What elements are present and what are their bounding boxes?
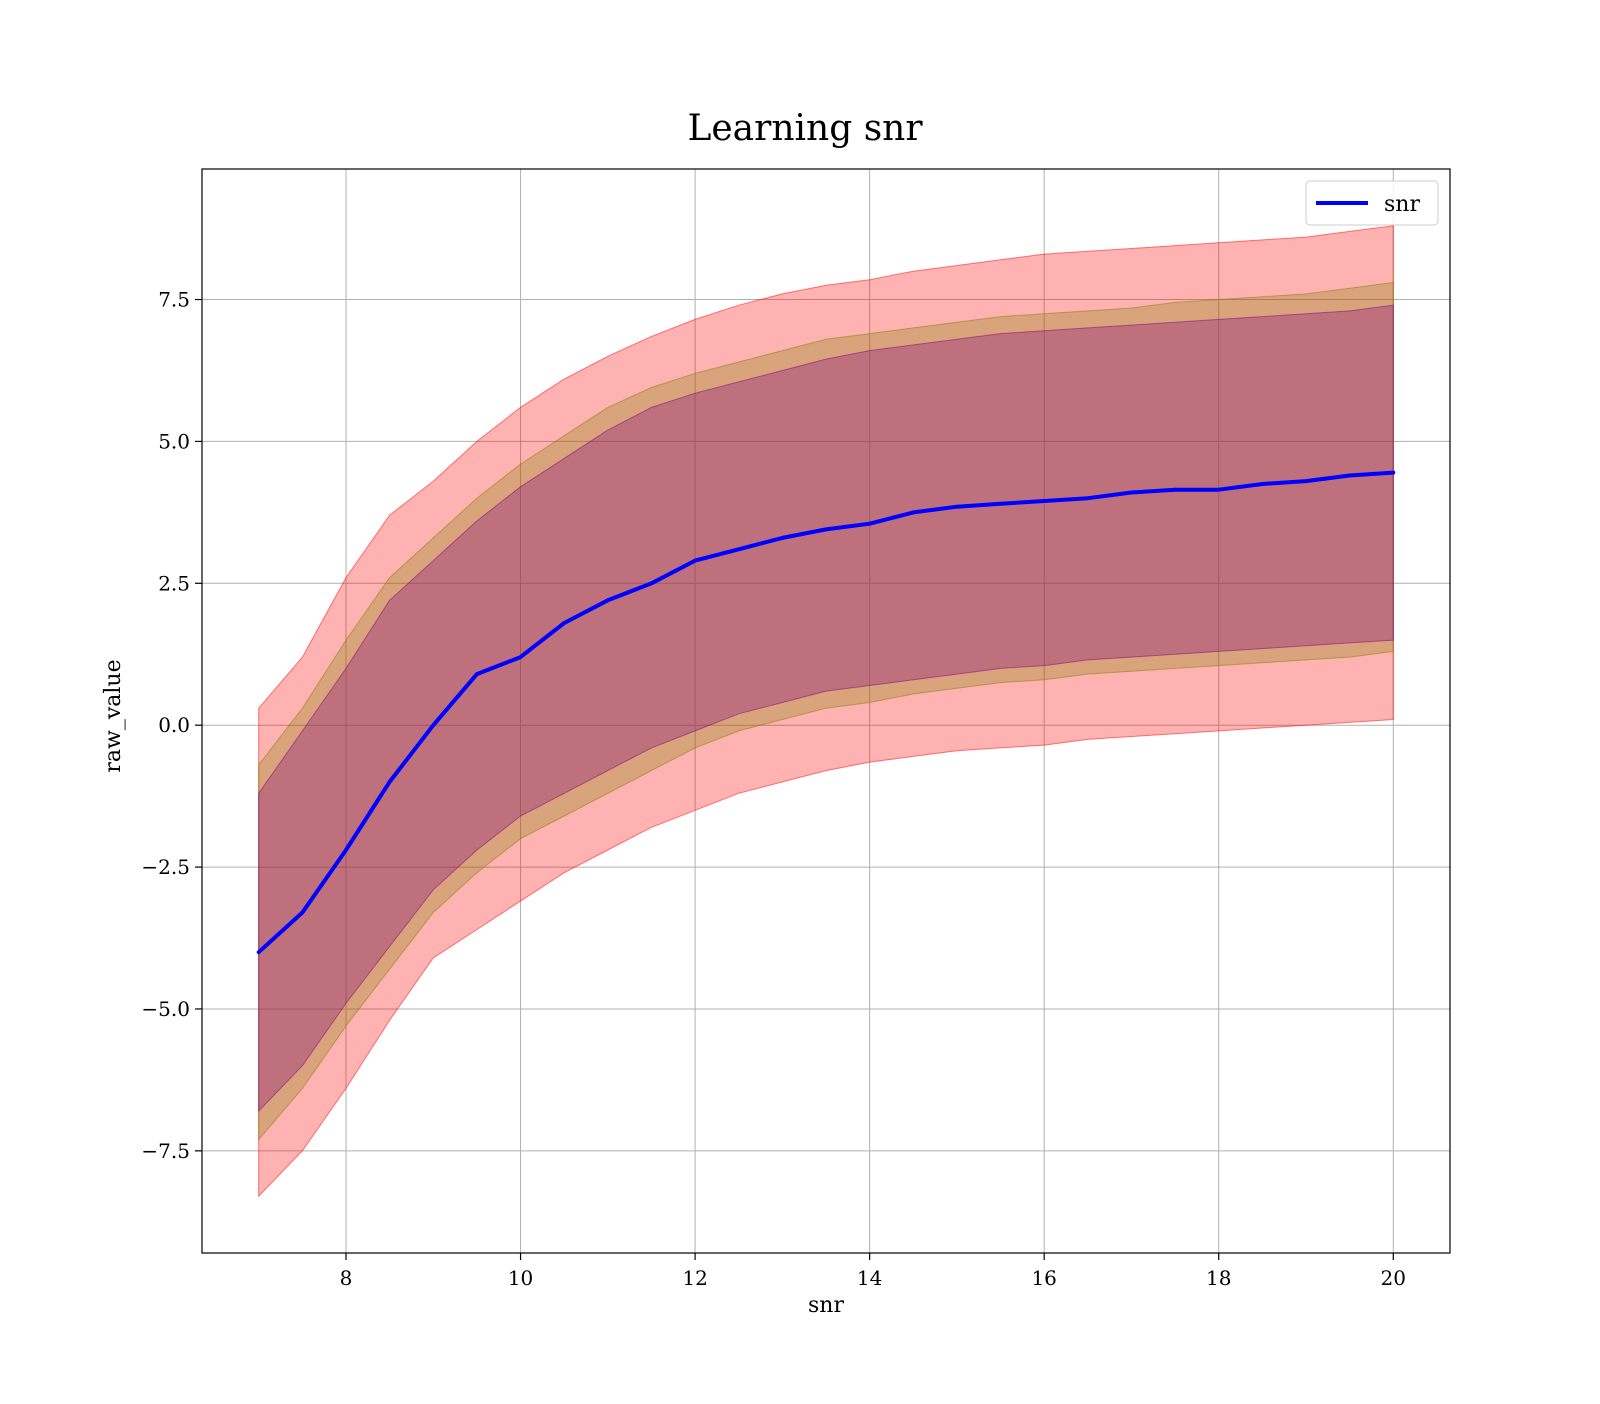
data-point: [1130, 491, 1133, 494]
x-tick-label: 14: [857, 1266, 882, 1290]
data-point: [868, 522, 871, 525]
data-point: [912, 511, 915, 514]
x-tick-label: 12: [682, 1266, 707, 1290]
data-point: [607, 599, 609, 602]
data-point: [650, 582, 653, 585]
y-tick-label: 0.0: [158, 713, 190, 737]
y-axis-label: raw_value: [101, 659, 126, 772]
x-tick-label: 20: [1381, 1266, 1406, 1290]
data-point: [432, 724, 435, 726]
data-point: [345, 849, 347, 851]
data-point: [388, 781, 391, 783]
data-point: [694, 559, 696, 562]
band-area: [258, 304, 1394, 1113]
data-point: [563, 622, 565, 624]
data-point: [1087, 497, 1089, 499]
data-point: [1217, 488, 1220, 491]
data-point: [1174, 488, 1176, 491]
x-axis-label: snr: [808, 1293, 844, 1318]
y-tick-label: −5.0: [141, 997, 190, 1021]
data-point: [1305, 480, 1307, 482]
y-axis-ticks: −7.5 −5.0 −2.5 0.0 2.5 5.0 7.5: [141, 288, 202, 1163]
y-tick-label: 2.5: [158, 571, 190, 595]
legend: snr: [1305, 180, 1439, 226]
data-point: [519, 656, 522, 658]
data-point: [956, 505, 958, 508]
data-point: [1392, 471, 1395, 474]
data-point: [1348, 474, 1351, 477]
y-tick-label: 7.5: [158, 288, 190, 312]
legend-box: [1305, 180, 1439, 226]
series-lines: [256, 470, 1396, 955]
data-point: [476, 673, 478, 675]
x-tick-label: 18: [1206, 1266, 1231, 1290]
data-point: [1261, 483, 1264, 485]
y-tick-label: 5.0: [158, 429, 190, 453]
x-tick-label: 10: [508, 1266, 533, 1290]
data-point: [257, 951, 260, 954]
x-tick-label: 8: [340, 1266, 353, 1290]
data-point: [1043, 500, 1045, 502]
data-point: [999, 503, 1002, 505]
band-area: [258, 225, 1394, 1198]
plot-background: [202, 169, 1450, 1253]
x-axis-ticks: 8 10 12 14 16 18 20: [340, 1253, 1406, 1290]
data-point: [301, 911, 304, 914]
data-point: [737, 548, 740, 551]
plot-area: [202, 169, 1450, 1253]
chart-title: Learning snr: [687, 108, 923, 149]
plot-frame: [201, 168, 1451, 1254]
y-tick-label: −2.5: [141, 855, 190, 879]
y-tick-label: −7.5: [141, 1139, 190, 1163]
data-point: [781, 537, 784, 539]
grid-lines: [202, 169, 1450, 1253]
x-tick-label: 16: [1031, 1266, 1056, 1290]
axes-frame: [201, 168, 1451, 1254]
legend-label: snr: [1384, 192, 1420, 217]
data-point: [825, 528, 827, 531]
